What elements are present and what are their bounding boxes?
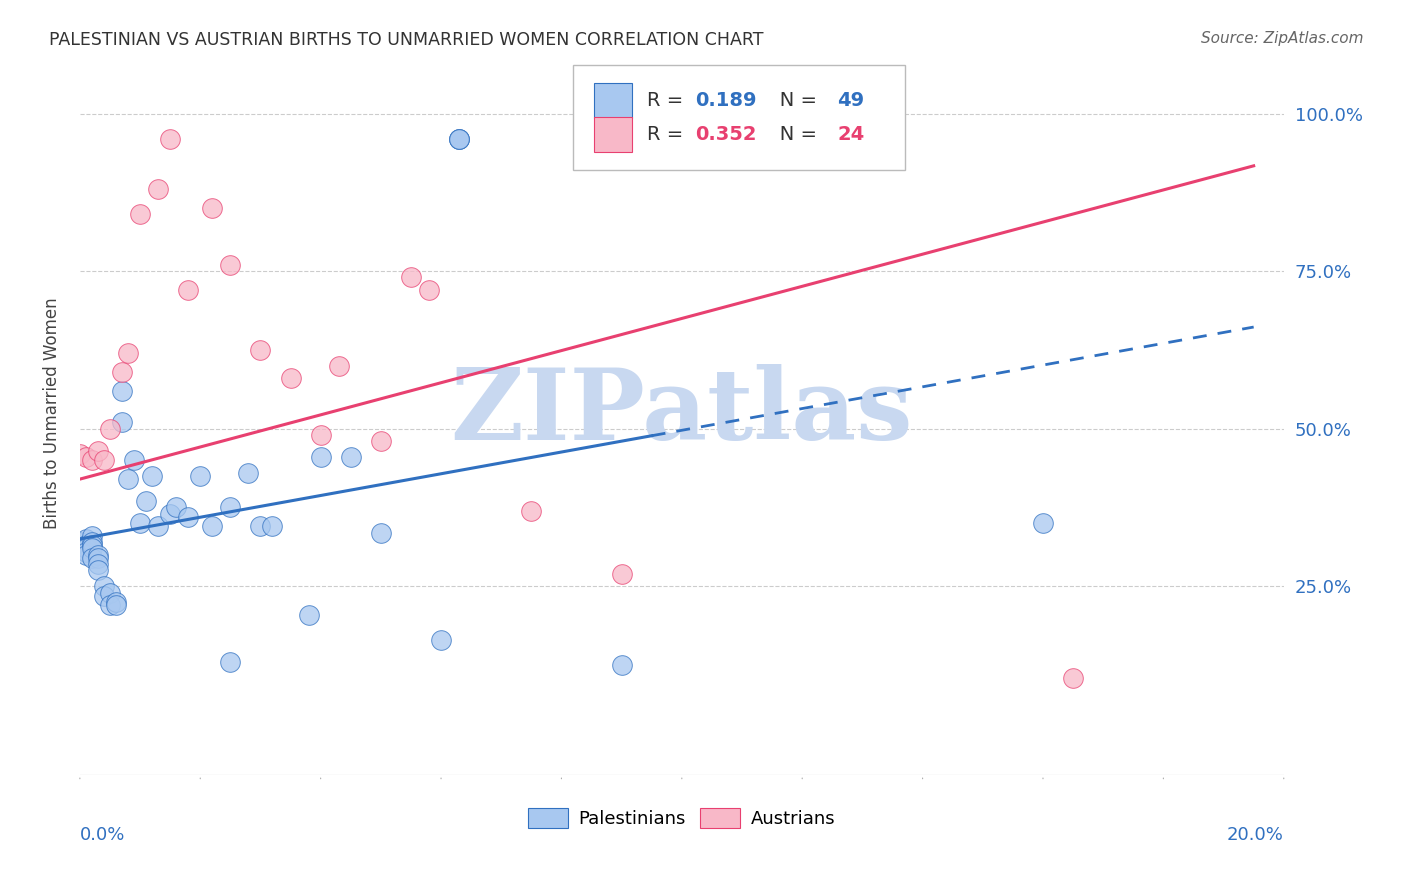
Text: 0.0%: 0.0% <box>80 826 125 844</box>
Text: Source: ZipAtlas.com: Source: ZipAtlas.com <box>1201 31 1364 46</box>
Point <box>80 535 103 549</box>
Point <box>249 343 271 357</box>
Point <box>309 450 332 464</box>
Point <box>339 450 361 464</box>
Point <box>165 500 187 515</box>
Legend: Palestinians, Austrians: Palestinians, Austrians <box>520 801 842 835</box>
Text: 0.352: 0.352 <box>695 125 756 145</box>
Text: N =: N = <box>761 125 824 145</box>
Point <box>370 525 392 540</box>
Point <box>69 447 91 461</box>
Point <box>135 494 157 508</box>
Point <box>370 434 392 449</box>
Point <box>177 510 200 524</box>
Point <box>219 655 242 669</box>
Point <box>93 453 115 467</box>
Text: 20.0%: 20.0% <box>1227 826 1284 844</box>
Text: 24: 24 <box>837 125 865 145</box>
Point <box>449 132 471 146</box>
Text: N =: N = <box>761 91 824 111</box>
Point <box>449 132 471 146</box>
Point <box>328 359 350 373</box>
Point <box>249 519 271 533</box>
Point <box>309 428 332 442</box>
Point <box>80 529 103 543</box>
Text: ZIPatlas: ZIPatlas <box>450 365 912 461</box>
Point <box>219 258 242 272</box>
Text: PALESTINIAN VS AUSTRIAN BIRTHS TO UNMARRIED WOMEN CORRELATION CHART: PALESTINIAN VS AUSTRIAN BIRTHS TO UNMARR… <box>49 31 763 49</box>
Text: 0.189: 0.189 <box>695 91 756 111</box>
Y-axis label: Births to Unmarried Women: Births to Unmarried Women <box>44 297 60 529</box>
Point <box>80 453 103 467</box>
Point <box>129 207 152 221</box>
Point <box>399 270 422 285</box>
Point <box>80 538 103 552</box>
Point <box>87 564 110 578</box>
Point <box>98 422 121 436</box>
Point <box>69 535 91 549</box>
Text: 49: 49 <box>837 91 865 111</box>
Point <box>117 346 139 360</box>
Point <box>75 544 97 558</box>
Point <box>201 201 224 215</box>
Point <box>75 450 97 464</box>
Point <box>159 507 181 521</box>
Point <box>141 469 163 483</box>
Text: R =: R = <box>647 125 689 145</box>
Point <box>93 579 115 593</box>
Point <box>122 453 145 467</box>
Point <box>117 472 139 486</box>
Point <box>159 132 181 146</box>
Point <box>111 384 134 398</box>
FancyBboxPatch shape <box>593 118 633 153</box>
Point <box>610 657 633 672</box>
Point <box>87 548 110 562</box>
Point <box>129 516 152 531</box>
Point <box>93 589 115 603</box>
FancyBboxPatch shape <box>574 65 904 170</box>
Point <box>75 548 97 562</box>
Point <box>146 182 169 196</box>
Point <box>1062 671 1084 685</box>
Point <box>87 443 110 458</box>
Point <box>80 550 103 565</box>
Point <box>98 598 121 612</box>
Point <box>146 519 169 533</box>
Point <box>418 283 440 297</box>
Point <box>219 500 242 515</box>
Point <box>1032 516 1054 531</box>
Point <box>262 519 284 533</box>
Point <box>87 550 110 565</box>
Point <box>520 503 543 517</box>
Point <box>75 538 97 552</box>
Text: R =: R = <box>647 91 689 111</box>
Point <box>177 283 200 297</box>
Point <box>104 595 127 609</box>
FancyBboxPatch shape <box>593 83 633 118</box>
Point <box>87 557 110 571</box>
Point <box>238 466 260 480</box>
Point <box>280 371 302 385</box>
Point <box>75 532 97 546</box>
Point <box>297 607 319 622</box>
Point <box>430 632 453 647</box>
Point <box>111 365 134 379</box>
Point <box>75 541 97 556</box>
Point <box>111 416 134 430</box>
Point <box>80 541 103 556</box>
Point <box>610 566 633 581</box>
Point <box>449 132 471 146</box>
Point <box>104 598 127 612</box>
Point <box>188 469 211 483</box>
Point <box>201 519 224 533</box>
Point <box>98 585 121 599</box>
